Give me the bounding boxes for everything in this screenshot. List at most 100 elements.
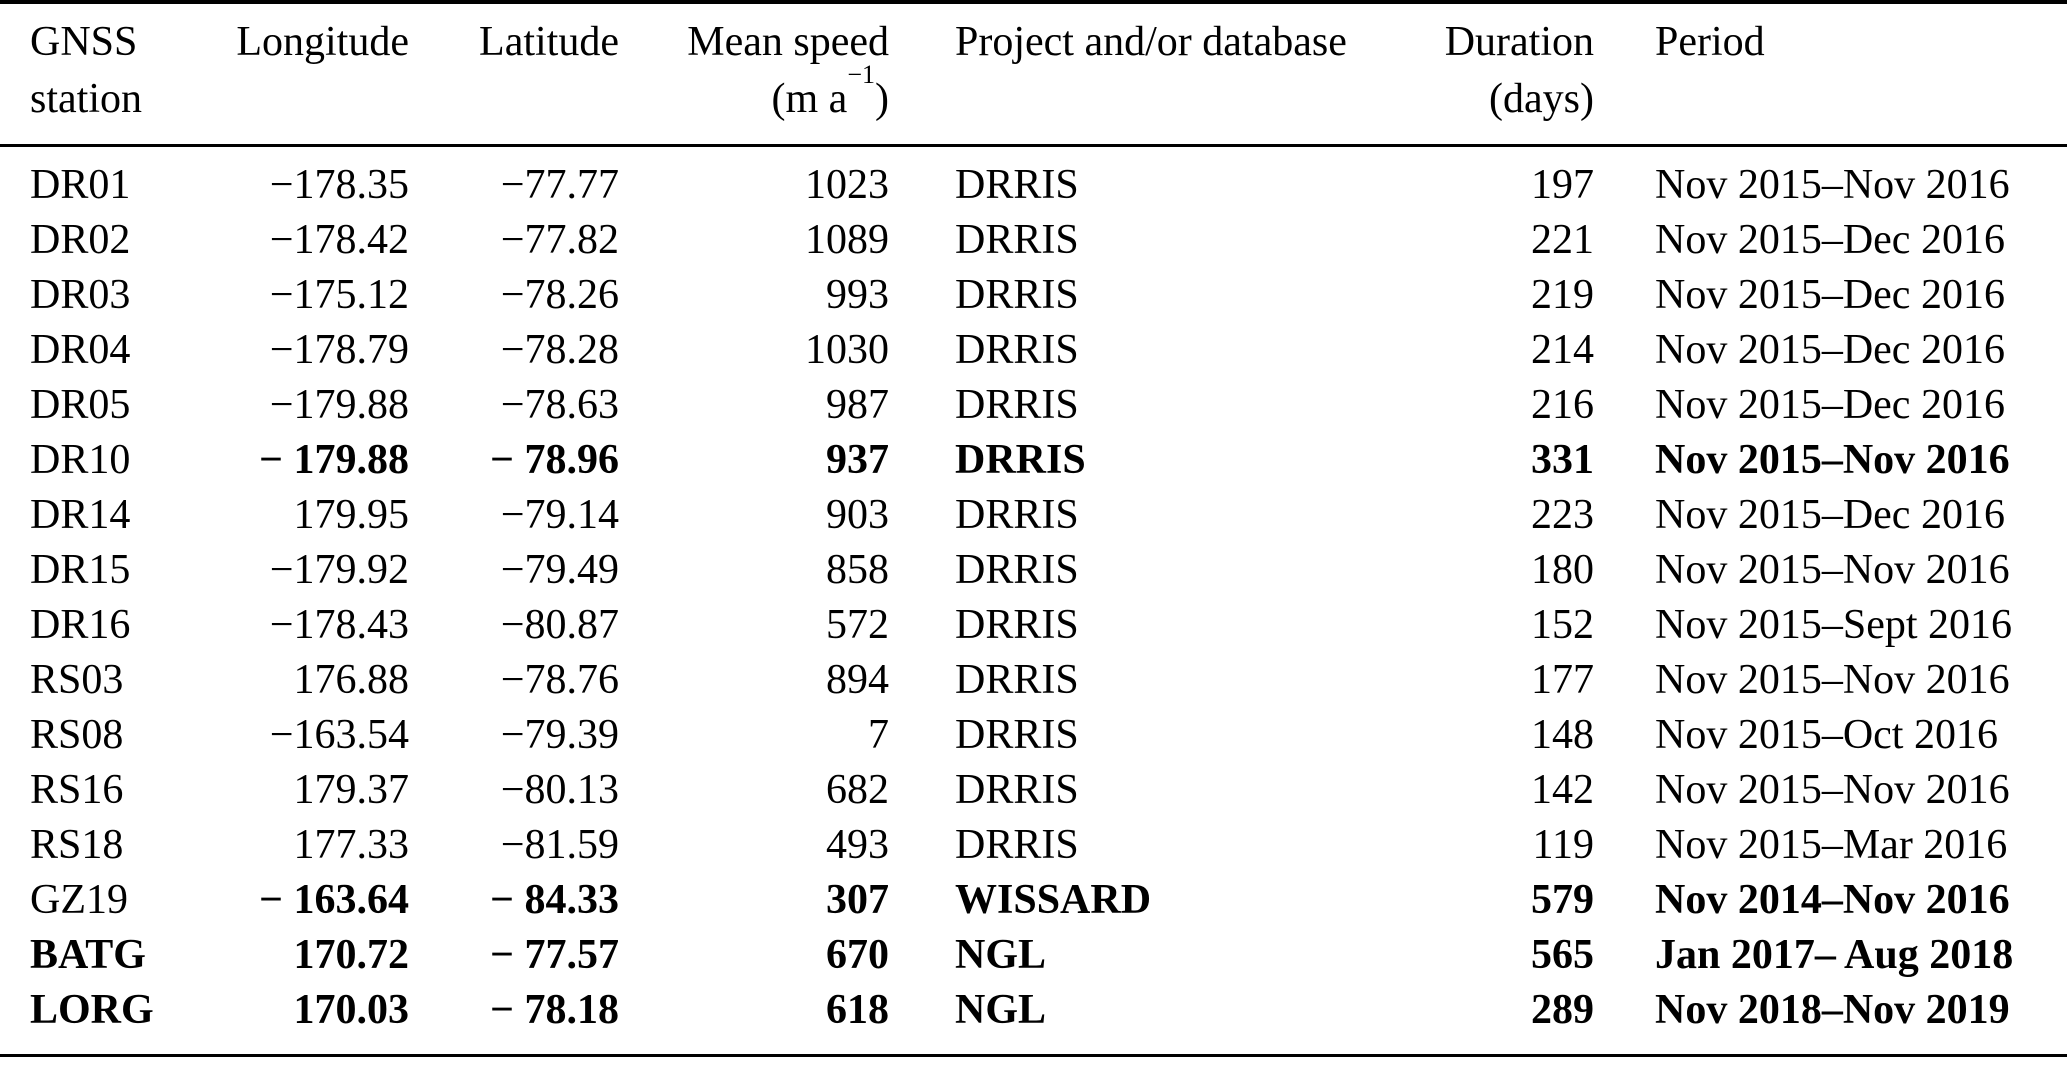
table-row: RS18 177.33 −81.59 493 DRRIS 119 Nov 201… — [0, 818, 2067, 873]
cell-latitude: − 78.96 — [410, 433, 620, 488]
cell-period: Nov 2015–Dec 2016 — [1595, 213, 2067, 268]
cell-mean-speed: 1089 — [620, 213, 890, 268]
cell-longitude: − 163.64 — [200, 873, 410, 928]
cell-project: DRRIS — [890, 323, 1360, 378]
cell-mean-speed: 682 — [620, 763, 890, 818]
cell-mean-speed: 987 — [620, 378, 890, 433]
cell-period: Nov 2015–Nov 2016 — [1595, 433, 2067, 488]
table-row: DR14 179.95 −79.14 903 DRRIS 223 Nov 201… — [0, 488, 2067, 543]
cell-latitude: −79.39 — [410, 708, 620, 763]
cell-duration: 223 — [1360, 488, 1595, 543]
cell-period: Nov 2015–Dec 2016 — [1595, 378, 2067, 433]
cell-period: Nov 2015–Nov 2016 — [1595, 763, 2067, 818]
cell-longitude: −163.54 — [200, 708, 410, 763]
cell-station: GZ19 — [0, 873, 200, 928]
cell-duration: 289 — [1360, 983, 1595, 1075]
speed-unit-superscript: −1 — [847, 60, 875, 89]
cell-longitude: −178.42 — [200, 213, 410, 268]
cell-mean-speed: 894 — [620, 653, 890, 708]
cell-latitude: −77.82 — [410, 213, 620, 268]
table-row: DR16 −178.43 −80.87 572 DRRIS 152 Nov 20… — [0, 598, 2067, 653]
cell-duration: 331 — [1360, 433, 1595, 488]
table-row: RS08 −163.54 −79.39 7 DRRIS 148 Nov 2015… — [0, 708, 2067, 763]
cell-duration: 152 — [1360, 598, 1595, 653]
header-longitude-label: Longitude — [201, 14, 409, 71]
cell-station: DR16 — [0, 598, 200, 653]
cell-duration: 180 — [1360, 543, 1595, 598]
cell-mean-speed: 307 — [620, 873, 890, 928]
cell-project: DRRIS — [890, 213, 1360, 268]
header-duration-line1: Duration — [1361, 14, 1594, 71]
table-row: DR05 −179.88 −78.63 987 DRRIS 216 Nov 20… — [0, 378, 2067, 433]
table-row: DR04 −178.79 −78.28 1030 DRRIS 214 Nov 2… — [0, 323, 2067, 378]
cell-latitude: −78.26 — [410, 268, 620, 323]
cell-longitude: −179.92 — [200, 543, 410, 598]
cell-longitude: 179.95 — [200, 488, 410, 543]
cell-mean-speed: 493 — [620, 818, 890, 873]
cell-duration: 219 — [1360, 268, 1595, 323]
header-speed-unit: (m a−1) — [621, 71, 889, 128]
cell-period: Nov 2014–Nov 2016 — [1595, 873, 2067, 928]
cell-period: Nov 2015–Nov 2016 — [1595, 543, 2067, 598]
cell-station: DR05 — [0, 378, 200, 433]
cell-mean-speed: 858 — [620, 543, 890, 598]
cell-period: Nov 2018–Nov 2019 — [1595, 983, 2067, 1075]
cell-latitude: − 77.57 — [410, 928, 620, 983]
header-row: GNSS station Longitude Latitude Mean spe… — [0, 4, 2067, 146]
cell-mean-speed: 572 — [620, 598, 890, 653]
cell-station: RS03 — [0, 653, 200, 708]
cell-station: LORG — [0, 983, 200, 1075]
cell-longitude: 176.88 — [200, 653, 410, 708]
cell-duration: 216 — [1360, 378, 1595, 433]
table-row: DR03 −175.12 −78.26 993 DRRIS 219 Nov 20… — [0, 268, 2067, 323]
cell-longitude: 170.03 — [200, 983, 410, 1075]
cell-latitude: −78.63 — [410, 378, 620, 433]
cell-period: Nov 2015–Dec 2016 — [1595, 323, 2067, 378]
col-header-project: Project and/or database — [890, 4, 1360, 146]
cell-period: Nov 2015–Dec 2016 — [1595, 268, 2067, 323]
cell-station: DR14 — [0, 488, 200, 543]
gnss-stations-table: GNSS station Longitude Latitude Mean spe… — [0, 4, 2067, 1075]
table-row: DR01 −178.35 −77.77 1023 DRRIS 197 Nov 2… — [0, 146, 2067, 214]
cell-longitude: 170.72 — [200, 928, 410, 983]
cell-mean-speed: 903 — [620, 488, 890, 543]
cell-duration: 177 — [1360, 653, 1595, 708]
cell-mean-speed: 1030 — [620, 323, 890, 378]
table-row: DR15 −179.92 −79.49 858 DRRIS 180 Nov 20… — [0, 543, 2067, 598]
cell-station: DR04 — [0, 323, 200, 378]
cell-mean-speed: 7 — [620, 708, 890, 763]
cell-project: DRRIS — [890, 598, 1360, 653]
cell-longitude: −179.88 — [200, 378, 410, 433]
cell-duration: 148 — [1360, 708, 1595, 763]
cell-mean-speed: 618 — [620, 983, 890, 1075]
cell-latitude: −78.76 — [410, 653, 620, 708]
cell-project: DRRIS — [890, 763, 1360, 818]
cell-station: DR03 — [0, 268, 200, 323]
cell-duration: 119 — [1360, 818, 1595, 873]
cell-project: NGL — [890, 928, 1360, 983]
cell-longitude: −178.79 — [200, 323, 410, 378]
cell-project: WISSARD — [890, 873, 1360, 928]
cell-project: DRRIS — [890, 543, 1360, 598]
cell-mean-speed: 993 — [620, 268, 890, 323]
cell-longitude: 179.37 — [200, 763, 410, 818]
col-header-gnss-station: GNSS station — [0, 4, 200, 146]
table-row: GZ19 − 163.64 − 84.33 307 WISSARD 579 No… — [0, 873, 2067, 928]
table-body: DR01 −178.35 −77.77 1023 DRRIS 197 Nov 2… — [0, 146, 2067, 1075]
cell-latitude: −80.13 — [410, 763, 620, 818]
cell-project: DRRIS — [890, 653, 1360, 708]
header-station-line1: GNSS — [30, 14, 199, 71]
cell-longitude: 177.33 — [200, 818, 410, 873]
cell-project: DRRIS — [890, 488, 1360, 543]
cell-mean-speed: 670 — [620, 928, 890, 983]
cell-project: DRRIS — [890, 268, 1360, 323]
cell-project: DRRIS — [890, 818, 1360, 873]
table-row: RS16 179.37 −80.13 682 DRRIS 142 Nov 201… — [0, 763, 2067, 818]
cell-period: Nov 2015–Nov 2016 — [1595, 146, 2067, 214]
cell-duration: 221 — [1360, 213, 1595, 268]
cell-mean-speed: 937 — [620, 433, 890, 488]
header-duration-line2: (days) — [1361, 71, 1594, 128]
table-header: GNSS station Longitude Latitude Mean spe… — [0, 4, 2067, 146]
cell-project: DRRIS — [890, 378, 1360, 433]
